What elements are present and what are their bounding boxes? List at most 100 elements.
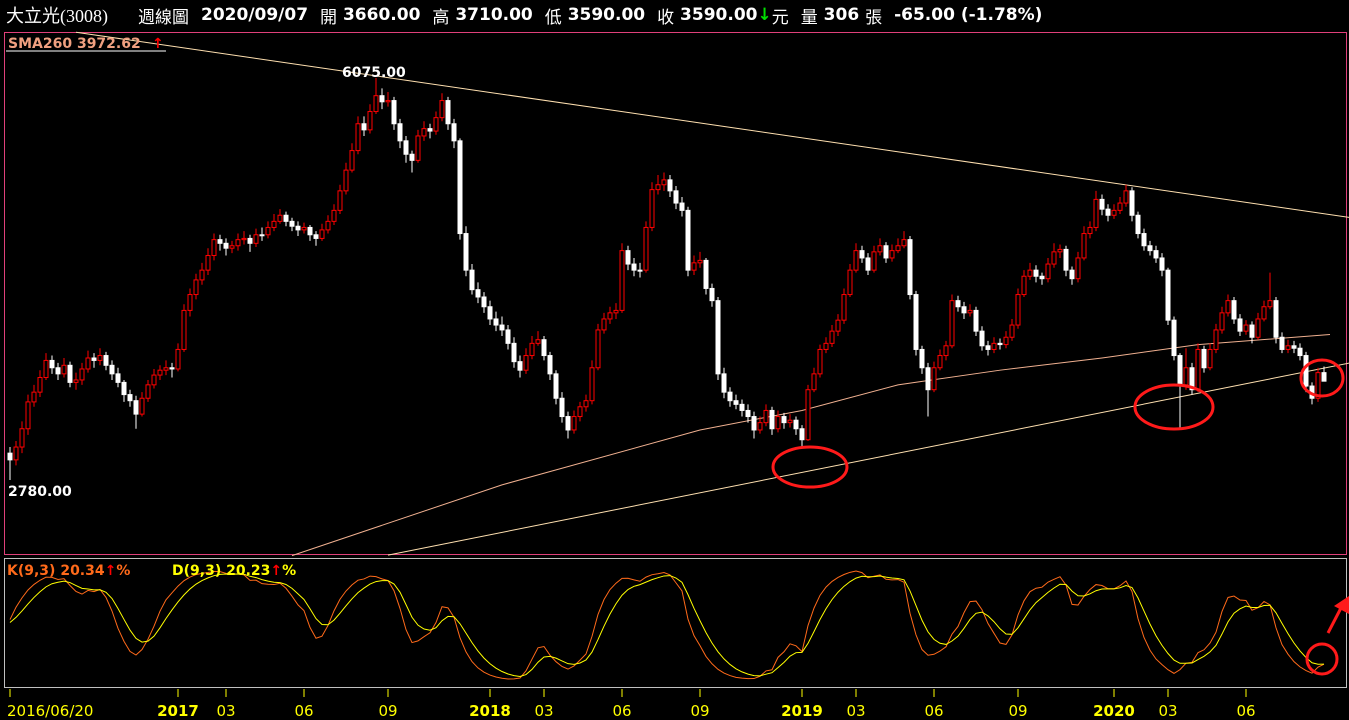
candle-up: [43, 353, 49, 380]
candle-body: [997, 342, 1003, 346]
candle-up: [1021, 270, 1027, 297]
candle-body: [505, 329, 511, 344]
candle-body: [1147, 245, 1153, 252]
candle-body: [1033, 269, 1039, 277]
candle-up: [1015, 288, 1021, 329]
candle-body: [649, 189, 655, 228]
candle-up: [61, 357, 67, 378]
d-line: [9, 573, 1325, 677]
candle-up: [433, 111, 439, 135]
candle-body: [1087, 226, 1093, 235]
candle-body: [31, 391, 37, 403]
candle-body: [325, 220, 331, 231]
candle-body: [283, 214, 289, 222]
candle-body: [1261, 306, 1267, 320]
candle-body: [949, 300, 955, 347]
candle-body: [1123, 190, 1129, 204]
candle-body: [61, 364, 67, 375]
candle-down: [631, 257, 637, 277]
candle-down: [121, 379, 127, 402]
candle-body: [739, 403, 745, 411]
candle-body: [529, 342, 535, 357]
candle-down: [1033, 265, 1039, 283]
candle-up: [13, 440, 19, 466]
candle-up: [535, 331, 541, 346]
candle-body: [763, 409, 769, 424]
kd-lines: [9, 570, 1325, 680]
candle-up: [523, 348, 529, 374]
candle-down: [721, 367, 727, 399]
candle-down: [49, 355, 55, 374]
candle-down: [247, 234, 253, 252]
candle-up: [1183, 348, 1189, 390]
candle-up: [613, 303, 619, 319]
candle-body: [511, 342, 517, 363]
candle-up: [841, 288, 847, 324]
candle-body: [121, 381, 127, 396]
candle-body: [373, 95, 379, 113]
candle-body: [655, 184, 661, 191]
up-arrow-icon: ↑: [152, 36, 164, 52]
candle-body: [199, 269, 205, 281]
candle-body: [979, 330, 985, 347]
x-tick-label: 03: [1158, 702, 1177, 720]
candle-down: [715, 296, 721, 380]
candle-body: [1153, 250, 1159, 259]
candle-body: [589, 367, 595, 402]
candle-body: [43, 359, 49, 379]
candle-down: [955, 295, 961, 312]
candle-body: [895, 245, 901, 252]
candle-body: [289, 220, 295, 227]
candle-body: [721, 373, 727, 393]
candle-body: [1081, 233, 1087, 259]
candle-up: [937, 349, 943, 371]
candle-body: [499, 324, 505, 331]
candle-up: [1117, 196, 1123, 215]
candle-body: [559, 397, 565, 418]
candle-body: [175, 348, 181, 370]
candle-body: [1171, 319, 1177, 357]
candle-up: [193, 273, 199, 300]
candle-body: [1057, 248, 1063, 253]
candle-body: [841, 294, 847, 321]
candle-down: [1129, 187, 1135, 222]
candle-body: [1321, 372, 1327, 382]
candle-up: [1009, 318, 1015, 341]
candle-down: [55, 362, 61, 380]
candle-body: [1177, 355, 1183, 386]
kd-panel-border: [4, 558, 1347, 688]
candle-down: [1069, 266, 1075, 285]
candle-body: [961, 306, 967, 314]
candle-body: [781, 416, 787, 424]
candle-up: [757, 416, 763, 434]
candle-up: [25, 394, 31, 435]
candle-down: [103, 351, 109, 371]
candle-body: [85, 357, 91, 370]
candle-up: [79, 362, 85, 385]
candle-body: [361, 123, 367, 131]
candle-down: [667, 174, 673, 197]
candle-down: [673, 185, 679, 210]
candle-body: [805, 389, 811, 441]
candle-up: [1243, 320, 1249, 335]
change-value: -65.00: [894, 5, 955, 25]
candle-up: [1195, 343, 1201, 393]
candle-down: [1039, 272, 1045, 285]
candle-down: [391, 96, 397, 130]
candle-up: [1123, 184, 1129, 207]
candle-body: [745, 409, 751, 418]
candle-down: [1249, 321, 1255, 344]
candle-body: [673, 190, 679, 204]
candle-up: [1075, 251, 1081, 283]
candle-body: [907, 239, 913, 296]
candle-body: [775, 416, 781, 430]
candle-up: [1003, 331, 1009, 349]
sma-legend: SMA260 3972.62: [8, 36, 141, 52]
candle-up: [1111, 204, 1117, 219]
candle-up: [139, 392, 145, 417]
candle-body: [619, 250, 625, 311]
candle-up: [943, 340, 949, 361]
candle-body: [1195, 348, 1201, 391]
candle-body: [925, 367, 931, 391]
candle-down: [907, 235, 913, 300]
